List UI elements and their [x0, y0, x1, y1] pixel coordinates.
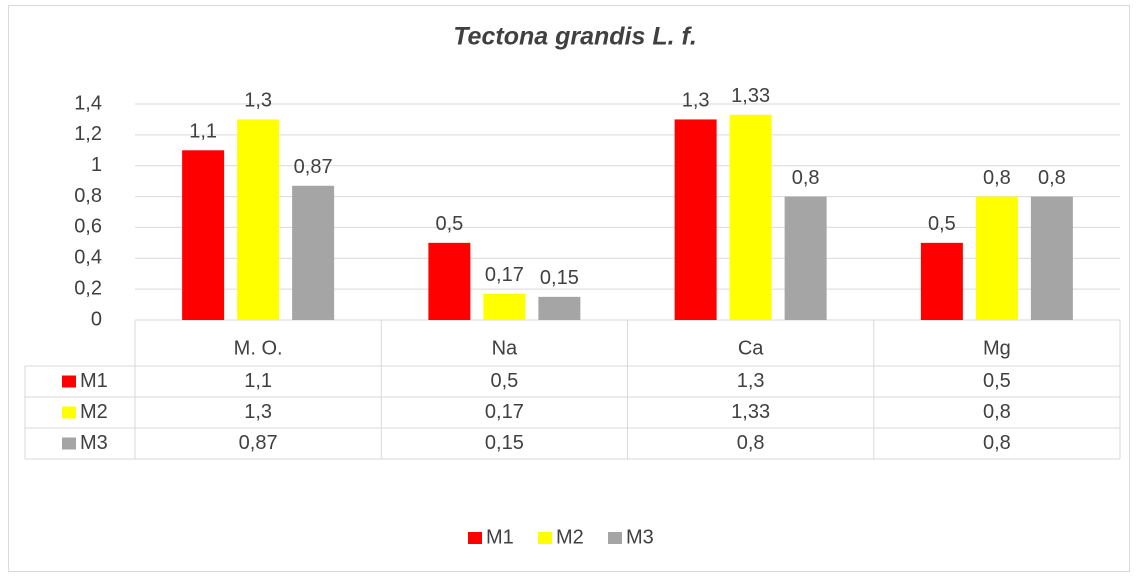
data-label: 0,8 — [983, 167, 1011, 189]
legend-key — [608, 532, 622, 544]
legend-key — [538, 532, 552, 544]
bar — [182, 150, 225, 320]
bar — [674, 119, 717, 320]
y-tick-label: 0,4 — [74, 247, 102, 269]
x-tick-label: Na — [492, 337, 518, 359]
bar — [428, 242, 471, 320]
bar — [729, 114, 772, 320]
y-tick-label: 1,2 — [74, 123, 102, 145]
bar — [483, 293, 526, 320]
data-label: 0,8 — [792, 167, 820, 189]
table-cell: 0,17 — [485, 401, 524, 423]
data-label: 1,1 — [189, 121, 217, 143]
table-legend-key — [62, 375, 76, 388]
y-tick-label: 1,4 — [74, 92, 102, 114]
table-series-name: M1 — [80, 370, 108, 392]
table-cell: 0,8 — [737, 432, 765, 454]
table-cell: 1,33 — [731, 401, 770, 423]
bar — [1030, 196, 1073, 320]
data-label: 1,3 — [682, 90, 710, 112]
x-tick-label: M. O. — [234, 337, 283, 359]
table-cell: 0,15 — [485, 432, 524, 454]
bar — [975, 196, 1018, 320]
table-cell: 1,3 — [737, 370, 765, 392]
data-label: 0,5 — [435, 213, 463, 235]
legend-label: M1 — [486, 526, 514, 548]
data-label: 0,17 — [485, 264, 524, 286]
legend-label: M2 — [556, 526, 584, 548]
table-cell: 0,87 — [239, 432, 278, 454]
data-label: 0,5 — [928, 213, 956, 235]
table-series-name: M2 — [80, 401, 108, 423]
legend-label: M3 — [626, 526, 654, 548]
data-label: 0,15 — [540, 267, 579, 289]
y-tick-label: 0,6 — [74, 216, 102, 238]
data-label: 0,8 — [1038, 167, 1066, 189]
bar — [920, 242, 963, 320]
bar — [784, 196, 827, 320]
y-tick-label: 0,8 — [74, 185, 102, 207]
bar — [538, 296, 581, 320]
bar — [237, 119, 280, 320]
table-legend-key — [62, 437, 76, 450]
table-cell: 0,5 — [490, 370, 518, 392]
data-label: 1,3 — [244, 90, 272, 112]
table-cell: 1,1 — [244, 370, 272, 392]
x-tick-label: Ca — [738, 337, 764, 359]
y-tick-label: 0 — [91, 308, 102, 330]
chart-title: Tectona grandis L. f. — [453, 23, 697, 51]
y-tick-label: 0,2 — [74, 277, 102, 299]
data-label: 1,33 — [731, 85, 770, 107]
table-series-name: M3 — [80, 432, 108, 454]
bar — [292, 185, 335, 320]
table-cell: 0,5 — [983, 370, 1011, 392]
x-tick-label: Mg — [983, 337, 1011, 359]
table-cell: 0,8 — [983, 401, 1011, 423]
table-legend-key — [62, 406, 76, 419]
y-tick-label: 1 — [91, 154, 102, 176]
table-cell: 1,3 — [244, 401, 272, 423]
legend-key — [468, 532, 482, 544]
table-cell: 0,8 — [983, 432, 1011, 454]
data-label: 0,87 — [294, 156, 333, 178]
